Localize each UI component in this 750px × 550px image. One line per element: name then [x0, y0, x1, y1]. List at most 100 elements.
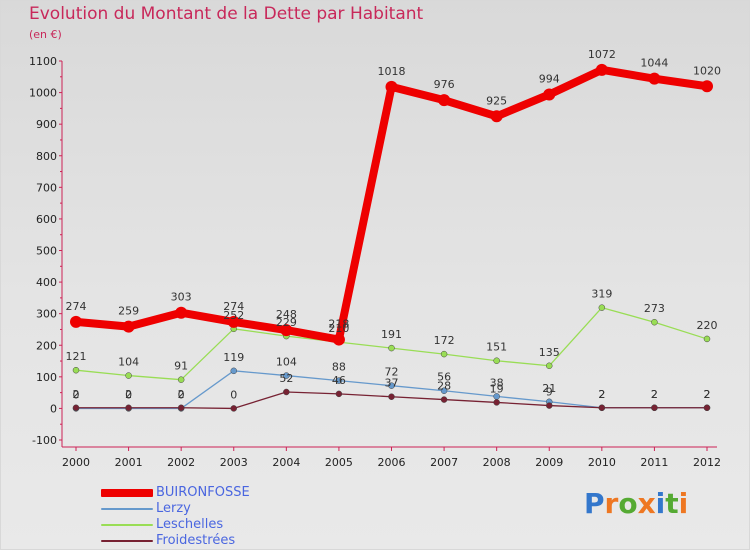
data-label: 2 — [651, 388, 658, 401]
data-label: 56 — [437, 371, 451, 384]
data-label: 121 — [66, 350, 87, 363]
data-label: 191 — [381, 328, 402, 341]
data-label: 303 — [171, 291, 192, 304]
data-point — [175, 306, 188, 319]
data-label: 248 — [276, 308, 297, 321]
data-point — [701, 80, 713, 93]
data-point — [651, 404, 658, 412]
data-label: 1020 — [693, 64, 721, 77]
data-point — [703, 335, 711, 343]
data-point — [546, 362, 553, 370]
logo-letter: r — [604, 487, 619, 520]
x-tick-label: 2008 — [483, 456, 511, 469]
data-label: 218 — [328, 318, 349, 331]
y-tick-label: 900 — [36, 118, 57, 131]
data-point — [595, 63, 608, 76]
data-label: 976 — [434, 78, 455, 91]
data-label: 19 — [490, 382, 504, 395]
data-label: 274 — [223, 300, 244, 313]
data-label: 119 — [223, 351, 244, 364]
data-label: 1072 — [588, 48, 616, 61]
data-label: 319 — [591, 288, 612, 301]
data-point — [438, 94, 451, 107]
data-label: 135 — [539, 346, 560, 359]
y-tick-label: -100 — [32, 434, 57, 447]
data-label: 252 — [223, 309, 244, 322]
data-label: 37 — [385, 377, 399, 390]
logo-letter: i — [655, 487, 666, 520]
data-label: 28 — [437, 380, 451, 393]
y-tick-label: 800 — [36, 150, 57, 163]
data-label: 210 — [328, 322, 349, 335]
data-label: 2 — [598, 388, 605, 401]
data-label: 273 — [644, 302, 665, 315]
data-label: 0 — [178, 388, 185, 401]
legend-swatch — [101, 489, 153, 497]
y-tick-label: 200 — [36, 339, 57, 352]
x-tick-label: 2011 — [640, 456, 668, 469]
data-label: 21 — [542, 382, 556, 395]
logo-letter: x — [637, 487, 656, 520]
data-label: 38 — [490, 376, 504, 389]
y-tick-label: 500 — [36, 245, 57, 258]
data-point — [230, 405, 237, 412]
data-point — [280, 324, 293, 337]
data-label: 274 — [66, 300, 87, 313]
x-tick-label: 2005 — [325, 456, 353, 469]
logo-letter: P — [584, 487, 605, 520]
data-label: 151 — [486, 341, 507, 354]
x-tick-label: 2010 — [588, 456, 616, 469]
data-point — [598, 304, 606, 311]
data-label: 0 — [73, 388, 80, 401]
x-tick-label: 2001 — [115, 456, 143, 469]
data-point — [385, 80, 398, 93]
data-point — [72, 366, 80, 374]
data-label: 259 — [118, 305, 139, 318]
data-point — [493, 357, 500, 364]
data-label: 104 — [118, 356, 139, 369]
chart-unit-label: (en €) — [29, 28, 62, 41]
y-tick-label: 600 — [36, 213, 57, 226]
data-label: 2 — [651, 388, 658, 401]
x-tick-label: 2012 — [693, 456, 721, 469]
data-label: 72 — [385, 366, 399, 379]
data-point — [440, 396, 448, 403]
data-label: 925 — [486, 94, 507, 107]
y-tick-label: 700 — [36, 181, 57, 194]
data-label: 104 — [276, 356, 297, 369]
data-label: 91 — [174, 360, 188, 373]
data-label: 2 — [704, 388, 711, 401]
y-tick-label: 400 — [36, 276, 57, 289]
legend-swatch — [101, 524, 153, 526]
data-point — [177, 376, 185, 383]
data-label: 9 — [546, 386, 553, 399]
logo-letter: i — [678, 487, 689, 520]
data-point — [388, 393, 395, 400]
x-tick-label: 2006 — [378, 456, 406, 469]
legend-label: Froidestrées — [156, 533, 236, 548]
data-point — [388, 344, 395, 352]
data-point — [543, 88, 556, 101]
data-label: 52 — [279, 372, 293, 385]
data-label: 2 — [125, 388, 132, 401]
x-tick-label: 2009 — [535, 456, 563, 469]
x-tick-label: 2004 — [272, 456, 300, 469]
data-point — [440, 387, 448, 394]
data-point — [230, 367, 237, 375]
data-point — [648, 72, 661, 85]
data-label: 2 — [598, 388, 605, 401]
data-point — [490, 110, 503, 123]
data-point — [283, 388, 290, 396]
proxiti-logo: Proxiti — [584, 487, 688, 520]
y-tick-label: 1100 — [29, 55, 57, 68]
data-point — [335, 390, 343, 398]
data-point — [335, 377, 343, 384]
y-tick-label: 100 — [36, 371, 57, 384]
data-point — [651, 318, 658, 326]
data-point — [388, 382, 395, 389]
x-tick-label: 2000 — [62, 456, 90, 469]
data-point — [125, 404, 132, 412]
logo-letter: t — [665, 487, 679, 520]
legend-label: BUIRONFOSSE — [156, 485, 250, 500]
